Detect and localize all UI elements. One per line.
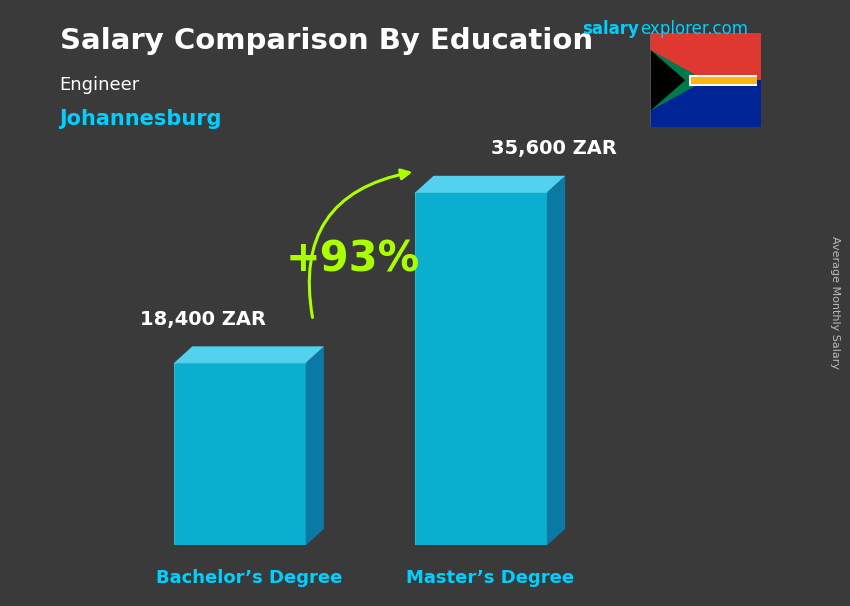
- Polygon shape: [691, 77, 757, 84]
- Text: Bachelor’s Degree: Bachelor’s Degree: [156, 570, 343, 587]
- Polygon shape: [650, 80, 761, 127]
- Polygon shape: [650, 50, 685, 111]
- Polygon shape: [306, 347, 324, 545]
- FancyArrowPatch shape: [309, 170, 409, 318]
- Text: Engineer: Engineer: [60, 76, 139, 94]
- Polygon shape: [416, 192, 547, 545]
- Polygon shape: [650, 50, 706, 111]
- Text: +93%: +93%: [286, 238, 421, 280]
- Polygon shape: [416, 176, 565, 192]
- Text: Average Monthly Salary: Average Monthly Salary: [830, 236, 840, 370]
- Polygon shape: [174, 363, 306, 545]
- Text: salary: salary: [582, 20, 639, 38]
- Text: explorer.com: explorer.com: [640, 20, 748, 38]
- Text: 18,400 ZAR: 18,400 ZAR: [140, 310, 266, 329]
- Polygon shape: [547, 176, 565, 545]
- Text: Johannesburg: Johannesburg: [60, 109, 222, 129]
- Polygon shape: [688, 75, 757, 86]
- Text: Salary Comparison By Education: Salary Comparison By Education: [60, 27, 592, 55]
- Polygon shape: [174, 347, 324, 363]
- Polygon shape: [650, 33, 761, 80]
- Text: Master’s Degree: Master’s Degree: [406, 570, 575, 587]
- Text: 35,600 ZAR: 35,600 ZAR: [491, 139, 617, 158]
